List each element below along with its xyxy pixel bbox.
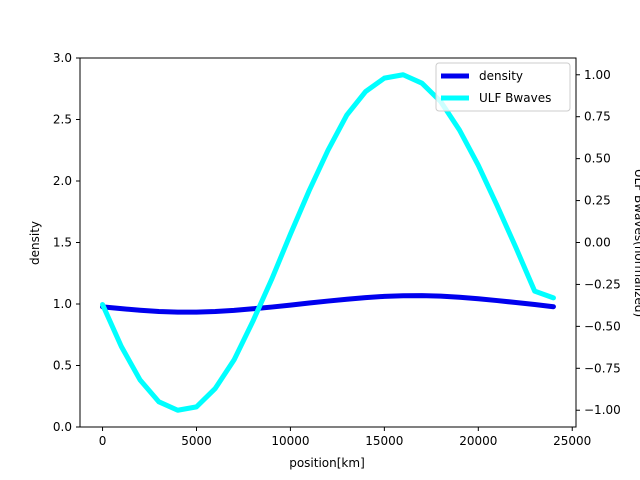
y-right-tick-label: −1.00 [584,403,621,417]
y-right-tick-label: −0.25 [584,277,621,291]
y-right-tick-label: 0.00 [584,236,611,250]
x-tick-label: 5000 [181,434,212,448]
y-right-tick-label: 1.00 [584,68,611,82]
series-layer [100,72,556,413]
y-left-tick-label: 1.0 [53,297,72,311]
x-tick-label: 20000 [459,434,497,448]
y-left-tick-label: 2.5 [53,113,72,127]
y-left-tick-label: 0.5 [53,359,72,373]
y-left-tick-label: 2.0 [53,174,72,188]
series-line-ulf-bwaves [100,72,556,413]
x-tick-label: 10000 [271,434,309,448]
plot-background [80,58,576,427]
axes-layer: 0 5000 10000 15000 20000 25000 0.0 0.5 1.0 1.5 2.0… [53,51,621,448]
y-right-tick-label: −0.75 [584,361,621,375]
legend-box [435,62,571,112]
x-tick-label: 15000 [365,434,403,448]
legend: density ULF Bwaves [435,62,571,112]
y-right-tick-label: −0.50 [584,319,621,333]
plot-area [80,58,576,427]
x-tick-label: 0 [99,434,107,448]
y-left-tick-label: 3.0 [53,51,72,65]
y-right-tick-label: 0.50 [584,152,611,166]
y-right-tick-label: 0.75 [584,110,611,124]
series-line-density [100,293,556,315]
y-left-tick-label: 0.0 [53,420,72,434]
x-tick-label: 25000 [553,434,591,448]
x-axis-label: position[km] [289,456,365,470]
legend-label: ULF Bwaves [479,91,551,105]
y-axis-right-label: ULF Bwaves(normalized) [632,169,640,317]
y-left-tick-label: 1.5 [53,236,72,250]
y-axis-left-label: density [28,221,42,265]
y-right-tick-label: 0.25 [584,194,611,208]
legend-label: density [479,69,523,83]
